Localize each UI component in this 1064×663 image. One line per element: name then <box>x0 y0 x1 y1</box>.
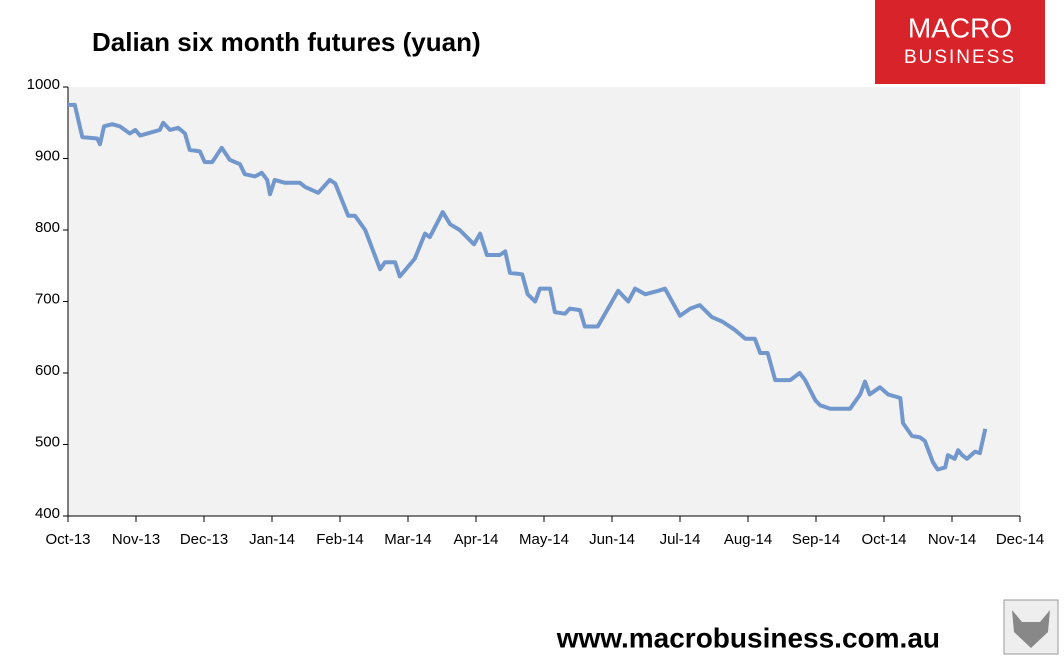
logo-text: MACRO <box>908 12 1012 43</box>
y-tick-label: 500 <box>35 433 60 450</box>
x-tick-label: Dec-13 <box>180 531 228 548</box>
x-tick-label: Jan-14 <box>249 531 295 548</box>
x-tick-label: Apr-14 <box>453 531 498 548</box>
x-tick-label: Aug-14 <box>724 531 772 548</box>
x-tick-label: Jul-14 <box>660 531 701 548</box>
x-tick-label: Dec-14 <box>996 531 1044 548</box>
chart-title: Dalian six month futures (yuan) <box>92 27 481 57</box>
y-tick-label: 600 <box>35 362 60 379</box>
x-tick-label: Jun-14 <box>589 531 635 548</box>
x-tick-label: Sep-14 <box>792 531 840 548</box>
x-tick-label: May-14 <box>519 531 569 548</box>
y-tick-label: 800 <box>35 219 60 236</box>
x-tick-label: Nov-13 <box>112 531 160 548</box>
x-tick-label: Feb-14 <box>316 531 364 548</box>
y-tick-label: 400 <box>35 505 60 522</box>
y-tick-label: 1000 <box>27 76 60 93</box>
x-tick-label: Nov-14 <box>928 531 976 548</box>
y-tick-label: 700 <box>35 290 60 307</box>
logo-text: BUSINESS <box>904 47 1016 68</box>
x-tick-label: Mar-14 <box>384 531 432 548</box>
footer-url: www.macrobusiness.com.au <box>556 622 940 653</box>
plot-area <box>68 87 1020 516</box>
y-tick-label: 900 <box>35 147 60 164</box>
x-tick-label: Oct-13 <box>45 531 90 548</box>
logo-box <box>875 0 1045 84</box>
line <box>68 102 988 472</box>
wolf-icon <box>1003 599 1059 655</box>
x-tick-label: Oct-14 <box>861 531 906 548</box>
